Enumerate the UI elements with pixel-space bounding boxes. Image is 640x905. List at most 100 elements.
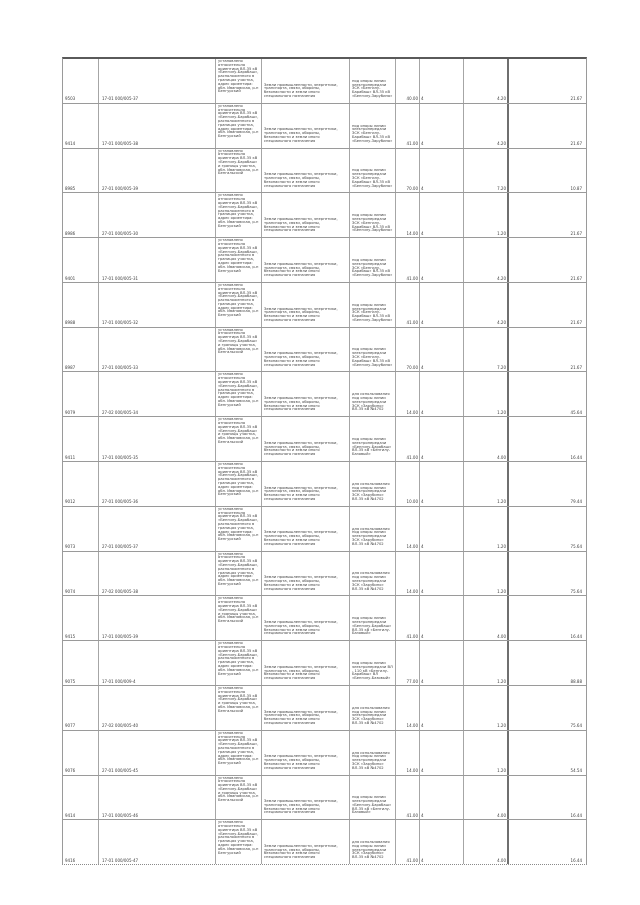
table-row: 9401 17-01 000/005-31 установлено относи…	[63, 238, 586, 283]
cell-share: 4.00	[464, 596, 509, 641]
cell-record-number: 9414	[63, 775, 99, 820]
cell-cadastral-number: 17-01 000/005-32	[99, 282, 216, 327]
cell-permitted-use: под опоры линии электропередачи ЗСК «Бен…	[350, 59, 396, 103]
cell-value: 75.64	[507, 506, 585, 551]
cell-location: установлено относительно ориентира ВЛ-35…	[216, 596, 262, 641]
cell-share: 1.20	[464, 462, 509, 506]
parcels-table-body: 9503 17-01 000/005-37 установлено относи…	[63, 59, 586, 865]
cell-value: 21.67	[507, 193, 585, 238]
cell-permitted-use: для использования под опоры линии электр…	[350, 462, 396, 506]
cell-share: 4.00	[464, 820, 509, 865]
cell-share: 4.00	[464, 417, 509, 462]
cell-quantity: 4	[420, 148, 464, 193]
table-row: 8988 17-01 000/005-32 установлено относи…	[63, 282, 586, 328]
cell-quantity: 4	[420, 282, 464, 327]
cell-value: 21.67	[507, 327, 585, 372]
cell-permitted-use: под опоры линии электропередачи ЗСК «Бен…	[350, 238, 396, 282]
cell-cadastral-number: 17-01 000/005-37	[99, 59, 216, 103]
cell-land-category: Земли промышленности, энергетики, трансп…	[262, 506, 350, 551]
cell-value: 16.44	[507, 596, 585, 641]
cell-land-category: Земли промышленности, энергетики, трансп…	[262, 327, 350, 372]
cell-record-number: 9401	[63, 238, 99, 282]
table-row: 9414 17-01 000/005-46 установлено относи…	[63, 775, 586, 821]
cell-record-number: 9074	[63, 551, 99, 596]
cell-value: 10.87	[507, 148, 585, 193]
cell-record-number: 8985	[63, 148, 99, 193]
table-row: 9416 17-01 000/005-47 установлено относи…	[63, 820, 586, 865]
cell-permitted-use: для использования под опоры линии электр…	[350, 820, 396, 865]
cell-permitted-use: под опоры линии электропередачи «Бенгилу…	[350, 596, 396, 641]
cell-share: 4.20	[464, 103, 509, 148]
cell-record-number: 8987	[63, 327, 99, 372]
cell-value: 75.64	[507, 551, 585, 596]
cell-value: 88.88	[507, 641, 585, 685]
cell-quantity: 4	[420, 820, 464, 865]
cell-cadastral-number: 17-01 000/005-31	[99, 238, 216, 282]
cell-area: 14.00	[396, 506, 420, 551]
cell-record-number: 9073	[63, 506, 99, 551]
table-row: 8985 27-01 000/005-39 установлено относи…	[63, 148, 586, 194]
cell-record-number: 9416	[63, 820, 99, 865]
cell-permitted-use: под опоры линии электропередачи ЗСК «Бен…	[350, 103, 396, 148]
cell-quantity: 4	[420, 417, 464, 462]
cell-quantity: 4	[420, 506, 464, 551]
cell-area: 41.00	[396, 417, 420, 462]
cell-cadastral-number: 17-01 000/005-46	[99, 775, 216, 820]
table-row: 9414 17-01 000/005-38 установлено относи…	[63, 103, 586, 149]
cell-location: установлено относительно ориентира ВЛ-35…	[216, 59, 262, 103]
cell-permitted-use: под опоры линии электропередачи ЗСК «Бен…	[350, 148, 396, 193]
cell-record-number: 9411	[63, 417, 99, 462]
cell-quantity: 4	[420, 596, 464, 641]
cell-area: 14.00	[396, 193, 420, 238]
cell-cadastral-number: 27-01 000/005-36	[99, 462, 216, 506]
cell-area: 14.00	[396, 372, 420, 417]
cell-location: установлено относительно ориентира ВЛ-35…	[216, 193, 262, 238]
cell-value: 21.67	[507, 238, 585, 282]
cell-area: 41.00	[396, 103, 420, 148]
cell-value: 79.44	[507, 462, 585, 506]
cell-quantity: 4	[420, 238, 464, 282]
cell-land-category: Земли промышленности, энергетики, трансп…	[262, 238, 350, 282]
table-row: 9503 17-01 000/005-37 установлено относи…	[63, 59, 586, 104]
cell-quantity: 4	[420, 103, 464, 148]
cell-share: 7.20	[464, 148, 509, 193]
cell-share: 4.20	[464, 282, 509, 327]
table-row: 9073 27-01 000/005-37 установлено относи…	[63, 506, 586, 552]
cell-cadastral-number: 27-01 000/005-39	[99, 148, 216, 193]
cell-share: 1.20	[464, 506, 509, 551]
cell-land-category: Земли промышленности, энергетики, трансп…	[262, 103, 350, 148]
cell-share: 1.20	[464, 685, 509, 730]
cell-area: 41.00	[396, 596, 420, 641]
cell-land-category: Земли промышленности, энергетики, трансп…	[262, 775, 350, 820]
table-row: 8987 27-01 000/005-33 установлено относи…	[63, 327, 586, 373]
cell-quantity: 4	[420, 59, 464, 103]
cell-area: 10.00	[396, 462, 420, 506]
cell-land-category: Земли промышленности, энергетики, трансп…	[262, 551, 350, 596]
cell-permitted-use: под опоры линии электропередачи ЗСК «Бен…	[350, 193, 396, 238]
cell-value: 21.67	[507, 282, 585, 327]
cell-record-number: 9415	[63, 596, 99, 641]
cell-land-category: Земли промышленности, энергетики, трансп…	[262, 820, 350, 865]
cell-permitted-use: под опоры линии электропередачи ЗСК «Бен…	[350, 327, 396, 372]
cell-share: 1.20	[464, 641, 509, 685]
cell-record-number: 9075	[63, 641, 99, 685]
cell-area: 14.00	[396, 685, 420, 730]
cell-area: 70.00	[396, 327, 420, 372]
cell-location: установлено относительно ориентира ВЛ-35…	[216, 372, 262, 417]
cell-quantity: 4	[420, 327, 464, 372]
cell-value: 21.67	[507, 103, 585, 148]
cell-permitted-use: для использования под опоры линии электр…	[350, 730, 396, 775]
cell-location: установлено относительно ориентира ВЛ-35…	[216, 238, 262, 282]
cell-record-number: 9077	[63, 685, 99, 730]
cell-permitted-use: под опоры линии электропередачи «Бенгилу…	[350, 775, 396, 820]
cell-cadastral-number: 17-01 000/005-35	[99, 417, 216, 462]
cell-location: установлено относительно ориентира ВЛ-35…	[216, 820, 262, 865]
cell-location: установлено относительно ориентира ВЛ-35…	[216, 282, 262, 327]
cell-quantity: 4	[420, 462, 464, 506]
cell-area: 41.00	[396, 775, 420, 820]
cell-quantity: 4	[420, 730, 464, 775]
cell-land-category: Земли промышленности, энергетики, трансп…	[262, 685, 350, 730]
cell-cadastral-number: 27-02 000/005-34	[99, 372, 216, 417]
cell-land-category: Земли промышленности, энергетики, трансп…	[262, 282, 350, 327]
